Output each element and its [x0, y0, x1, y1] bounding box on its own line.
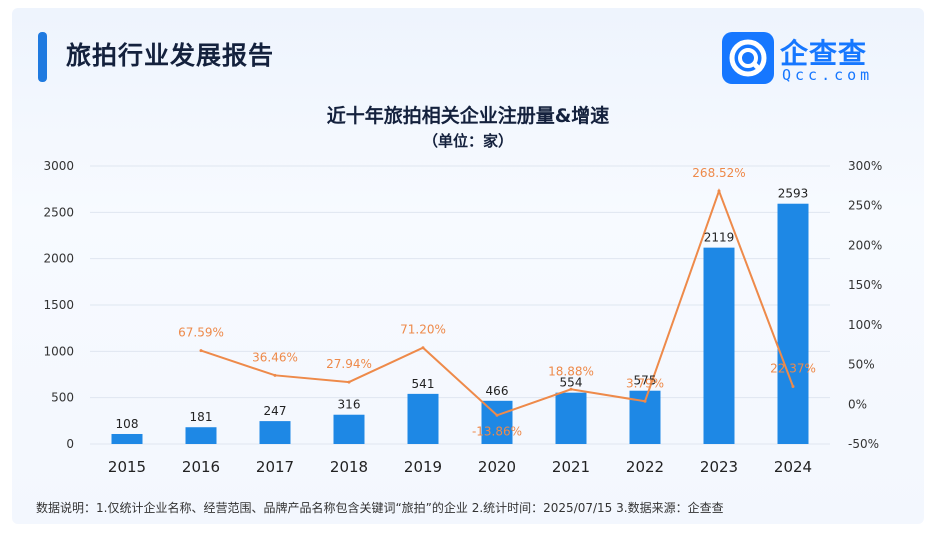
chart-subtitle: （单位：家） — [423, 132, 513, 150]
x-tick-label: 2020 — [478, 458, 516, 476]
growth-value-label: 22.37% — [770, 362, 816, 376]
bar-value-label: 108 — [116, 417, 139, 431]
growth-point — [643, 399, 647, 403]
footer-note: 数据说明：1.仅统计企业名称、经营范围、品牌产品名称包含关键词“旅拍”的企业 2… — [36, 501, 724, 515]
bar — [777, 203, 809, 444]
x-tick-label: 2016 — [182, 458, 220, 476]
logo-text-en: Qcc.com — [782, 66, 874, 84]
y-left-tick-label: 1000 — [43, 344, 74, 358]
y-right-tick-label: 150% — [848, 278, 882, 292]
bar-value-label: 541 — [412, 377, 435, 391]
y-right-tick-label: 0% — [848, 397, 867, 411]
bar — [481, 400, 513, 444]
y-right-tick-label: 300% — [848, 159, 882, 173]
bar-value-label: 316 — [338, 398, 361, 412]
bar-value-label: 466 — [486, 384, 509, 398]
y-right-tick-label: 50% — [848, 358, 875, 372]
logo-text-cn: 企查查 — [780, 37, 868, 70]
y-right-tick-label: 250% — [848, 199, 882, 213]
bar — [555, 392, 587, 444]
bar — [333, 414, 365, 444]
bar — [259, 421, 291, 444]
y-left-tick-label: 500 — [51, 391, 74, 405]
y-left-tick-label: 1500 — [43, 298, 74, 312]
growth-point — [569, 387, 573, 391]
growth-value-label: 268.52% — [692, 166, 745, 180]
x-tick-label: 2019 — [404, 458, 442, 476]
x-tick-label: 2022 — [626, 458, 664, 476]
y-left-tick-label: 2500 — [43, 205, 74, 219]
growth-point — [421, 346, 425, 350]
growth-value-label: 67.59% — [178, 326, 224, 340]
growth-value-label: 71.20% — [400, 323, 446, 337]
bar — [185, 427, 217, 444]
y-left-tick-label: 3000 — [43, 159, 74, 173]
x-tick-label: 2015 — [108, 458, 146, 476]
bar-value-label: 554 — [560, 376, 583, 390]
growth-value-label: -13.86% — [472, 424, 522, 438]
page-title: 旅拍行业发展报告 — [66, 41, 275, 70]
x-tick-label: 2018 — [330, 458, 368, 476]
bar-value-label: 575 — [634, 374, 657, 388]
bar-value-label: 2593 — [778, 187, 809, 201]
growth-point — [717, 189, 721, 193]
qcc-logo: 企查查 Qcc.com — [722, 32, 900, 88]
bar-value-label: 2119 — [704, 231, 735, 245]
bar — [111, 433, 143, 444]
y-right-tick-label: 100% — [848, 318, 882, 332]
growth-point — [495, 413, 499, 417]
x-tick-label: 2023 — [700, 458, 738, 476]
x-tick-label: 2024 — [774, 458, 812, 476]
y-left-tick-label: 0 — [66, 437, 74, 451]
growth-point — [273, 373, 277, 377]
growth-value-label: 27.94% — [326, 357, 372, 371]
growth-value-label: 18.88% — [548, 364, 594, 378]
title-accent-bar — [38, 32, 47, 82]
growth-value-label: 3.79% — [626, 376, 664, 390]
y-right-tick-label: -50% — [848, 437, 879, 451]
growth-value-label: 36.46% — [252, 350, 298, 364]
x-tick-label: 2017 — [256, 458, 294, 476]
x-tick-label: 2021 — [552, 458, 590, 476]
bar — [703, 247, 735, 444]
growth-point — [199, 349, 203, 353]
qcc-logo-icon — [722, 32, 774, 84]
bar-value-label: 247 — [264, 404, 287, 418]
bar-value-label: 181 — [190, 410, 213, 424]
bar — [407, 393, 439, 444]
chart-title: 近十年旅拍相关企业注册量&增速 — [327, 104, 610, 127]
y-right-tick-label: 200% — [848, 238, 882, 252]
report-card — [12, 8, 924, 524]
growth-point — [347, 380, 351, 384]
y-left-tick-label: 2000 — [43, 252, 74, 266]
growth-point — [791, 385, 795, 389]
